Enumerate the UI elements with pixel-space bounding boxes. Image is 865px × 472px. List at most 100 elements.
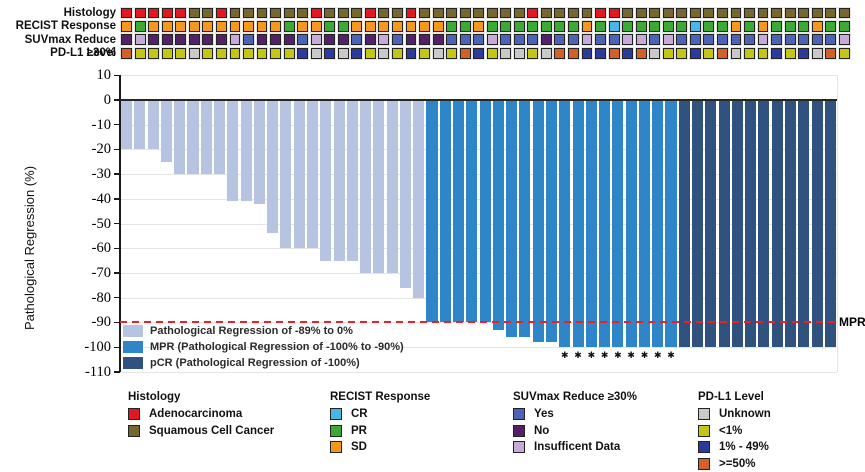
track-cell — [270, 7, 282, 19]
track-cell — [283, 47, 295, 59]
track-cell — [689, 20, 701, 32]
gridline — [120, 198, 837, 200]
patient-bar — [519, 101, 531, 338]
asterisk-marker: ✱ — [627, 350, 635, 361]
track-cell — [757, 20, 769, 32]
axis-tick-label: -50 — [91, 215, 111, 232]
plot-right-border — [837, 75, 838, 372]
track-cell — [243, 34, 254, 46]
track-cell — [432, 34, 444, 46]
track-cell — [215, 34, 227, 46]
track-label: SUVmax Reduce ≥30% — [24, 33, 116, 59]
patient-bar — [745, 101, 757, 348]
asterisk-marker: ✱ — [600, 350, 609, 361]
patient-bar — [399, 101, 411, 288]
track-cell — [243, 20, 254, 32]
axis-tick — [114, 247, 120, 249]
legend-item-label: Unknown — [719, 408, 771, 420]
track-cell — [595, 47, 606, 59]
patient-bar — [625, 101, 637, 348]
patient-bar — [360, 101, 372, 274]
track-cell — [771, 47, 782, 59]
track-cell — [730, 47, 742, 59]
track-cell — [473, 7, 485, 19]
axis-tick-label: 10 — [96, 67, 112, 84]
patient-bar — [492, 101, 504, 330]
track-cell — [364, 47, 376, 59]
track-label: RECIST Response — [15, 20, 116, 33]
axis-tick — [114, 148, 120, 151]
track-cell — [730, 7, 742, 19]
legend-item-label: 1% - 49% — [719, 441, 769, 453]
track-cell — [446, 34, 458, 46]
track-cell — [148, 20, 160, 32]
track-cell — [649, 7, 661, 19]
track-cell — [838, 7, 850, 19]
axis-tick-label: -40 — [91, 190, 111, 207]
axis-tick — [114, 346, 120, 348]
legend-item-label: No — [534, 424, 550, 437]
patient-bar — [692, 101, 704, 348]
axis-tick — [114, 272, 120, 274]
track-cell — [540, 47, 552, 59]
track-cell — [608, 47, 620, 59]
track-cell — [744, 34, 755, 46]
legend-item-label: Squamous Cell Cancer — [149, 424, 275, 437]
track-cell — [378, 20, 390, 32]
track-cell — [622, 34, 634, 46]
track-cell — [134, 20, 146, 32]
track-cell — [324, 7, 336, 19]
track-cell — [825, 20, 837, 32]
patient-bar — [731, 101, 743, 348]
legend-item: <1% — [698, 424, 865, 439]
track-cell — [175, 34, 187, 46]
patient-bar — [718, 101, 730, 348]
patient-bar — [559, 101, 571, 348]
track-cell — [595, 34, 606, 46]
patient-bar — [572, 101, 584, 348]
track-cell — [527, 47, 539, 59]
axis-tick — [114, 222, 120, 225]
axis-tick-label: -20 — [91, 141, 111, 158]
track-cell — [229, 47, 241, 59]
track-cell — [310, 47, 322, 59]
legend-item-label: CR — [351, 408, 368, 420]
patient-bar — [466, 101, 478, 323]
axis-tick — [114, 321, 120, 324]
axis-tick-label: 0 — [103, 92, 111, 108]
gridline — [120, 273, 837, 275]
legend-item-swatch — [698, 408, 710, 420]
track-cell — [392, 34, 403, 46]
track-cell — [473, 34, 485, 46]
legend-item-swatch — [513, 441, 525, 453]
track-cell — [798, 47, 810, 59]
patient-bar — [426, 101, 438, 323]
track-cell — [473, 47, 485, 59]
track-cell — [337, 7, 349, 19]
patient-bar — [453, 101, 465, 323]
asterisk-marker: ✱ — [640, 350, 649, 361]
track-cell — [784, 47, 796, 59]
axis-tick — [114, 124, 120, 126]
track-cell — [527, 34, 539, 46]
track-cell — [757, 7, 769, 19]
track-cell — [148, 7, 160, 19]
track-cell — [459, 47, 471, 59]
gridline — [120, 149, 837, 151]
track-cell — [392, 47, 403, 59]
legend-item-swatch — [698, 457, 710, 470]
track-cell — [256, 47, 268, 59]
legend-group: RECIST Response CR PR SD — [330, 391, 520, 472]
legend-item: PR — [330, 424, 520, 439]
legend-group-title: RECIST Response — [330, 391, 431, 403]
track-cell — [554, 20, 566, 32]
track-cell — [486, 34, 498, 46]
legend-item: No — [513, 424, 703, 439]
axis-tick-label: -70 — [91, 265, 111, 282]
track-cell — [392, 7, 403, 19]
track-cell — [703, 47, 715, 59]
track-cell — [459, 7, 471, 19]
track-cell — [229, 20, 241, 32]
track-cell — [568, 34, 579, 46]
legend-item-label: >=50% — [719, 457, 756, 470]
